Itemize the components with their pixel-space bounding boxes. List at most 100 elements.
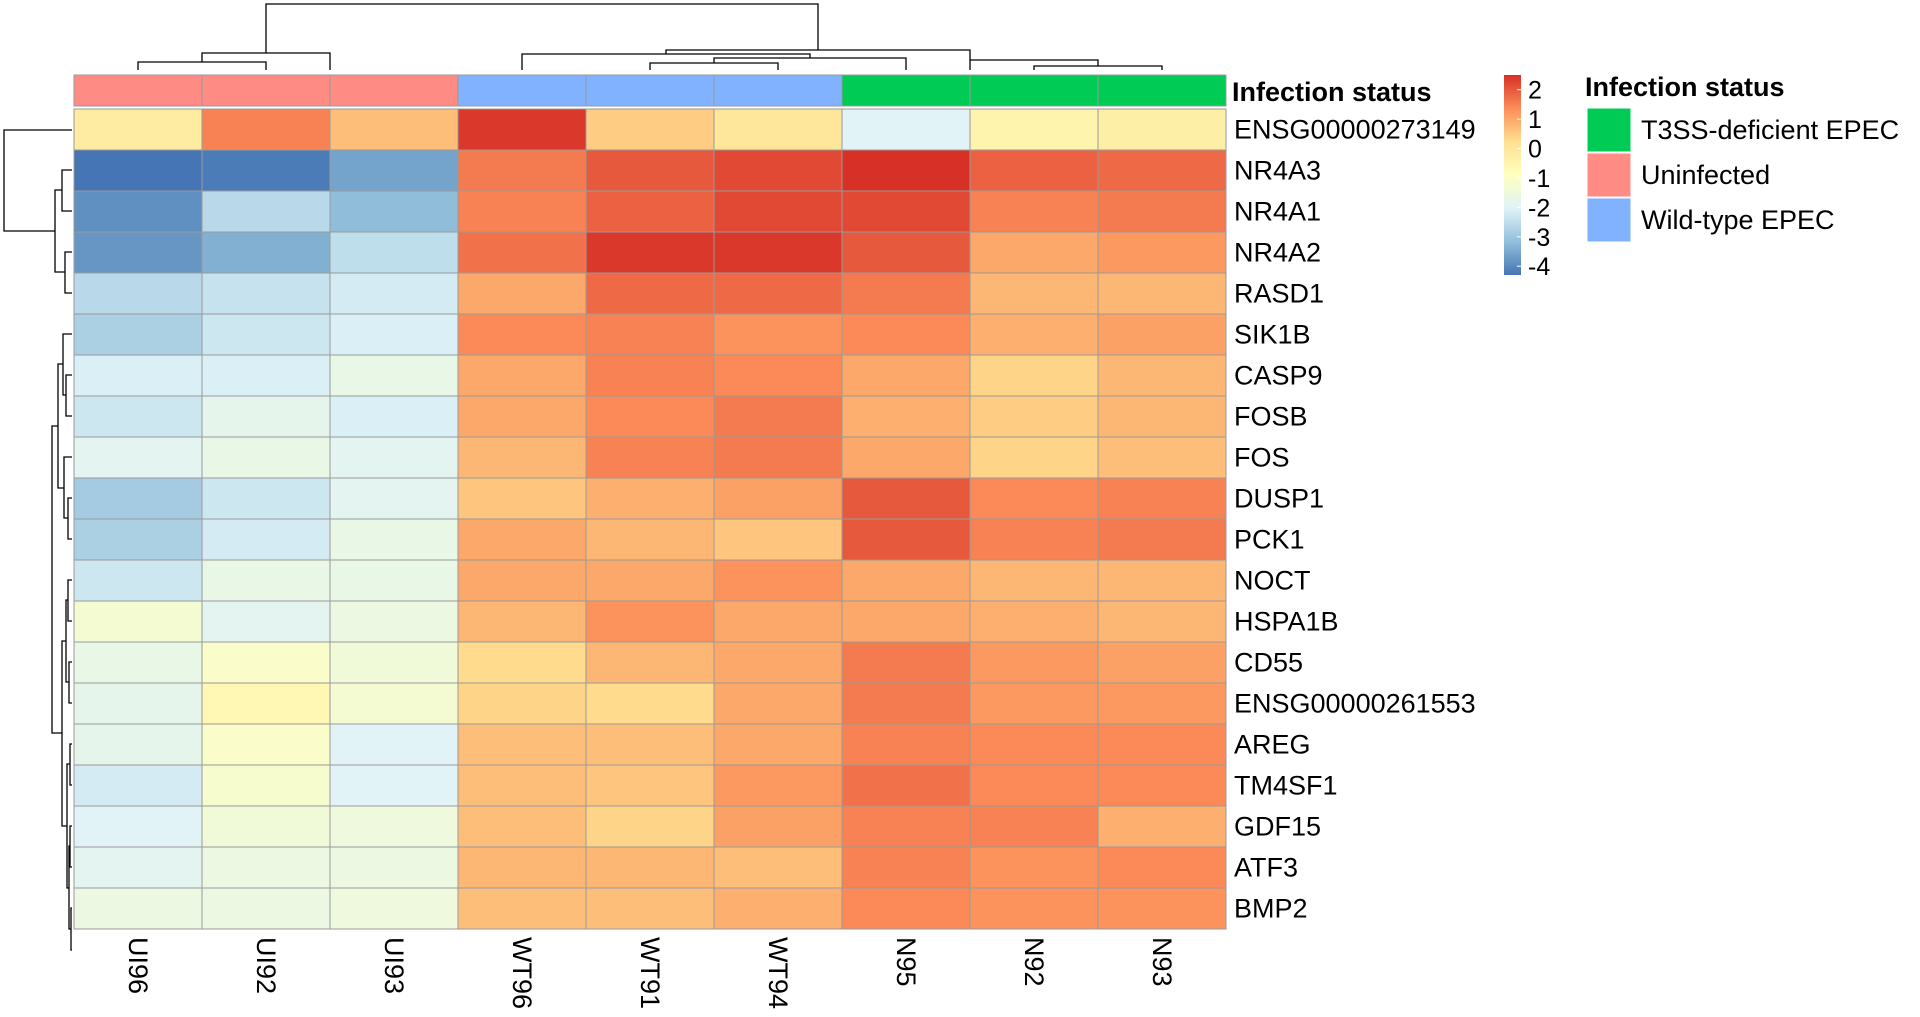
heatmap-cell [713, 559, 843, 602]
heatmap-cell [841, 682, 971, 725]
heatmap-cell [1097, 641, 1227, 684]
heatmap-cell [457, 723, 587, 766]
heatmap-cell [969, 354, 1099, 397]
heatmap-cell [969, 395, 1099, 438]
heatmap-cell [457, 272, 587, 315]
heatmap-cell [201, 846, 331, 889]
heatmap-cell [457, 354, 587, 397]
heatmap-cell [457, 846, 587, 889]
row-label-rasd1: RASD1 [1234, 279, 1324, 309]
heatmap-cell [1097, 231, 1227, 274]
heatmap-cell [201, 559, 331, 602]
heatmap-cell [457, 559, 587, 602]
heatmap-cell [457, 887, 587, 930]
column-label-ui92: UI92 [251, 937, 281, 994]
heatmap-cell [1097, 846, 1227, 889]
heatmap-cell [329, 805, 459, 848]
heatmap-cell [73, 641, 203, 684]
heatmap-cell [457, 477, 587, 520]
row-label-hspa1b: HSPA1B [1234, 607, 1339, 637]
column-label-n95: N95 [891, 937, 921, 987]
heatmap-cell [329, 600, 459, 643]
heatmap-cell [713, 354, 843, 397]
heatmap-cell [585, 477, 715, 520]
heatmap-cell [969, 641, 1099, 684]
heatmap-cell [713, 313, 843, 356]
legend-label: T3SS-deficient EPEC [1641, 115, 1899, 145]
heatmap-cell [329, 682, 459, 725]
heatmap-cell [329, 190, 459, 233]
heatmap-cell [585, 641, 715, 684]
heatmap-cell [1097, 600, 1227, 643]
legend-title: Infection status [1585, 72, 1785, 102]
heatmap-cell [585, 682, 715, 725]
annotation-cell-wt94 [713, 74, 843, 107]
heatmap-cell [585, 559, 715, 602]
heatmap-cell [201, 641, 331, 684]
heatmap-cell [841, 559, 971, 602]
heatmap-cell [585, 395, 715, 438]
heatmap-cell [713, 477, 843, 520]
color-scale-tick-label: -4 [1528, 253, 1550, 281]
heatmap-cell [969, 436, 1099, 479]
heatmap-cell [201, 682, 331, 725]
heatmap-cell [1097, 190, 1227, 233]
heatmap-cell [713, 887, 843, 930]
heatmap-cell [201, 313, 331, 356]
heatmap-cell [585, 436, 715, 479]
heatmap-cell [1097, 395, 1227, 438]
heatmap-cell [73, 272, 203, 315]
heatmap-cell [585, 313, 715, 356]
heatmap-cell [1097, 313, 1227, 356]
row-dendrogram [3, 129, 72, 951]
color-scale: 210-1-2-3-4 [1504, 75, 1550, 281]
heatmap-cell [457, 190, 587, 233]
heatmap-cell [457, 436, 587, 479]
color-scale-tick-label: -3 [1528, 224, 1550, 252]
annotation-cell-wt91 [585, 74, 715, 107]
heatmap-cell [585, 231, 715, 274]
heatmap-cell [713, 682, 843, 725]
heatmap-cell [841, 641, 971, 684]
annotation-cell-ui92 [201, 74, 331, 107]
heatmap-cell [329, 518, 459, 561]
legend-label: Wild-type EPEC [1641, 205, 1835, 235]
heatmap-cell [457, 518, 587, 561]
heatmap-cell [73, 846, 203, 889]
heatmap-cell [585, 108, 715, 151]
heatmap-cell [457, 682, 587, 725]
heatmap-cell [841, 354, 971, 397]
heatmap-cell [201, 518, 331, 561]
heatmap-cell [201, 805, 331, 848]
heatmap-cell [713, 641, 843, 684]
color-scale-ticks: 210-1-2-3-4 [1517, 77, 1550, 281]
heatmap-cell [329, 846, 459, 889]
row-label-tm4sf1: TM4SF1 [1234, 771, 1338, 801]
heatmap-cell [969, 559, 1099, 602]
heatmap-cell [713, 764, 843, 807]
heatmap-cell [73, 190, 203, 233]
heatmap-cell [329, 764, 459, 807]
heatmap-cell [969, 231, 1099, 274]
heatmap-cell [1097, 477, 1227, 520]
heatmap-cell [201, 436, 331, 479]
row-labels: ENSG00000273149 NR4A3 NR4A1 NR4A2 RASD1 SIK1B… [1234, 115, 1476, 924]
color-scale-tick-label: 2 [1528, 77, 1542, 105]
heatmap-cell [841, 108, 971, 151]
heatmap-cell [201, 272, 331, 315]
heatmap-cell [1097, 149, 1227, 192]
heatmap-cell [841, 887, 971, 930]
heatmap-cell [201, 477, 331, 520]
annotation-cell-wt96 [457, 74, 587, 107]
heatmap-cell [969, 846, 1099, 889]
heatmap-cell [841, 764, 971, 807]
heatmap-cell [585, 190, 715, 233]
heatmap-cell [329, 559, 459, 602]
annotation-cell-ui93 [329, 74, 459, 107]
row-label-cd55: CD55 [1234, 648, 1303, 678]
heatmap-cell [1097, 559, 1227, 602]
heatmap-cell [73, 477, 203, 520]
heatmap-cell [969, 190, 1099, 233]
heatmap-cell [969, 313, 1099, 356]
heatmap-cell [713, 518, 843, 561]
